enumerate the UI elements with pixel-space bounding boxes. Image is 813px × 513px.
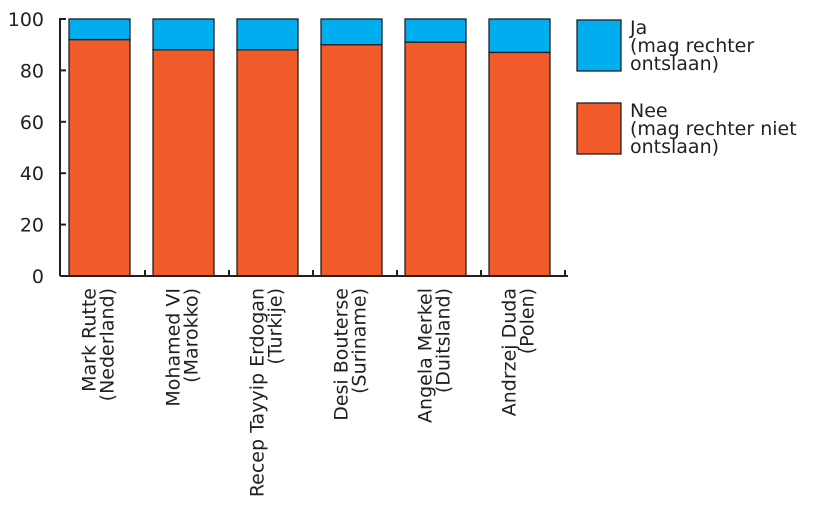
- category-label-line: (Turkije): [265, 288, 287, 365]
- y-tick-label: 40: [20, 163, 44, 185]
- category-label-line: Recep Tayyip Erdogan: [247, 288, 269, 497]
- y-tick-label: 0: [32, 266, 44, 288]
- y-tick-label: 80: [20, 60, 44, 82]
- category-label: Recep Tayyip Erdogan(Turkije): [247, 288, 287, 497]
- legend-label-ja: ontslaan): [630, 53, 719, 75]
- legend-label-nee: (mag rechter niet: [630, 118, 797, 140]
- bar-nee-6: [488, 51, 551, 277]
- bar-ja-5: [404, 18, 467, 43]
- y-tick-label: 20: [20, 215, 44, 237]
- category-label-line: Desi Bouterse: [331, 288, 353, 421]
- bar-ja-6: [488, 18, 551, 54]
- category-label-line: (Nederland): [97, 288, 119, 401]
- bar-ja-4: [320, 18, 383, 46]
- category-label: Andrzej Duda(Polen): [499, 288, 539, 416]
- category-label-line: Angela Merkel: [415, 288, 437, 423]
- legend-label-nee: ontslaan): [630, 136, 719, 158]
- legend-label-ja: Ja: [629, 17, 647, 39]
- category-label-line: Andrzej Duda: [499, 288, 521, 416]
- category-label-line: Mark Rutte: [79, 288, 101, 392]
- category-label-line: (Duitsland): [433, 288, 455, 393]
- bar-nee-2: [152, 49, 215, 277]
- category-label-line: (Suriname): [349, 288, 371, 394]
- legend-label-nee: Nee: [630, 100, 668, 122]
- bar-nee-3: [236, 49, 299, 277]
- category-label-line: (Polen): [517, 288, 539, 354]
- plot-area: [68, 18, 551, 277]
- category-label: Mark Rutte(Nederland): [79, 288, 119, 401]
- legend-label-ja: (mag rechter: [630, 35, 754, 57]
- category-label: Mohamed VI(Marokko): [163, 288, 203, 407]
- category-label: Desi Bouterse(Suriname): [331, 288, 371, 421]
- y-tick-label: 60: [20, 112, 44, 134]
- bar-nee-4: [320, 44, 383, 277]
- y-axis: 0 20 40 60 80 100: [8, 9, 66, 288]
- bar-ja-3: [236, 18, 299, 51]
- category-label-line: Mohamed VI: [163, 288, 185, 407]
- bar-ja-1: [68, 18, 131, 41]
- bar-nee-5: [404, 41, 467, 277]
- bar-nee-1: [68, 38, 131, 277]
- category-label: Angela Merkel(Duitsland): [415, 288, 455, 423]
- x-axis: Mark Rutte(Nederland) Mohamed VI(Marokko)…: [60, 270, 568, 497]
- legend-swatch-ja: [576, 19, 622, 72]
- legend-swatch-nee: [576, 102, 622, 155]
- bar-ja-2: [152, 18, 215, 51]
- y-tick-label: 100: [8, 9, 44, 31]
- category-label-line: (Marokko): [181, 288, 203, 383]
